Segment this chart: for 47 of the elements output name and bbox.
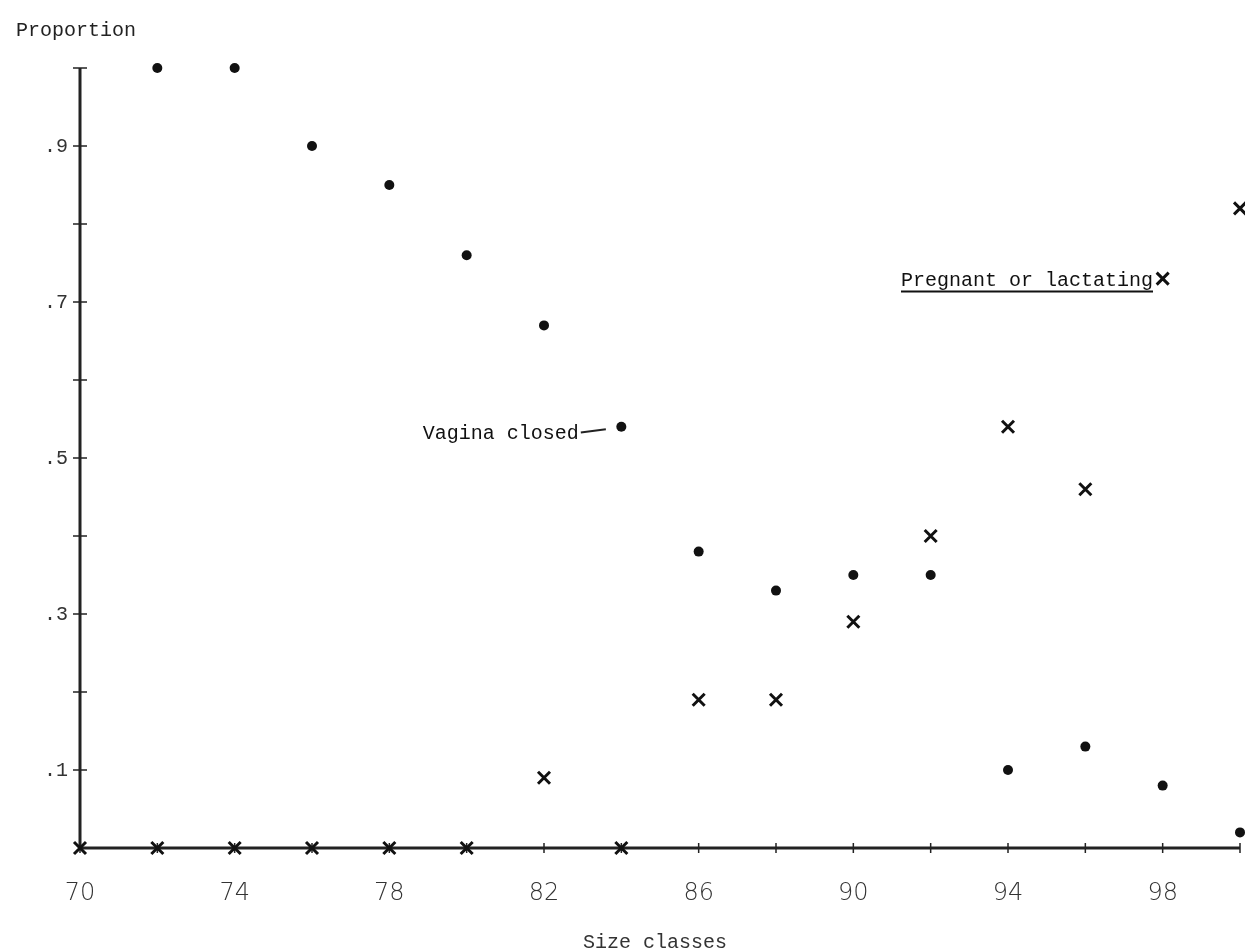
point (227, 840, 243, 856)
y-tick-label: .5 (43, 447, 68, 470)
x-tick-label: 86 (683, 878, 714, 906)
series-label: Vagina closed (422, 421, 579, 445)
x-tick-label: 90 (838, 878, 869, 906)
point (536, 770, 552, 786)
y-tick-label: .3 (43, 603, 68, 626)
point (1155, 271, 1171, 287)
point (384, 180, 395, 190)
point (845, 614, 861, 630)
point (539, 320, 549, 331)
x-tick-label: 78 (374, 878, 405, 906)
point (768, 692, 784, 708)
point (1003, 765, 1013, 775)
point (152, 63, 163, 73)
point (1000, 419, 1016, 435)
point (459, 840, 475, 856)
point (307, 141, 317, 151)
point (229, 63, 240, 73)
point (1080, 741, 1091, 752)
point (691, 692, 707, 708)
point (616, 421, 627, 432)
y-axis-title: Proportion (16, 19, 137, 42)
point (1077, 481, 1093, 497)
point (771, 585, 781, 596)
point (149, 840, 165, 856)
x-axis-title: Size classes (582, 931, 728, 952)
point (72, 840, 88, 856)
point (304, 840, 320, 856)
point (925, 570, 936, 580)
y-tick-label: .9 (43, 135, 68, 158)
x-tick-label: 70 (64, 878, 96, 906)
x-tick-label: 82 (528, 878, 560, 906)
point (381, 840, 397, 856)
x-tick-label: 74 (219, 878, 250, 906)
point (923, 528, 939, 544)
point (848, 570, 859, 580)
point (461, 250, 472, 261)
point (693, 546, 704, 557)
point (613, 840, 629, 856)
x-tick-label: 98 (1147, 878, 1178, 906)
point (1157, 780, 1168, 791)
x-tick-label: 94 (992, 878, 1024, 906)
point (1235, 827, 1245, 838)
series-label: Pregnant or lactating (900, 269, 1153, 293)
y-tick-label: .7 (43, 291, 68, 314)
y-tick-label: .1 (43, 759, 68, 782)
